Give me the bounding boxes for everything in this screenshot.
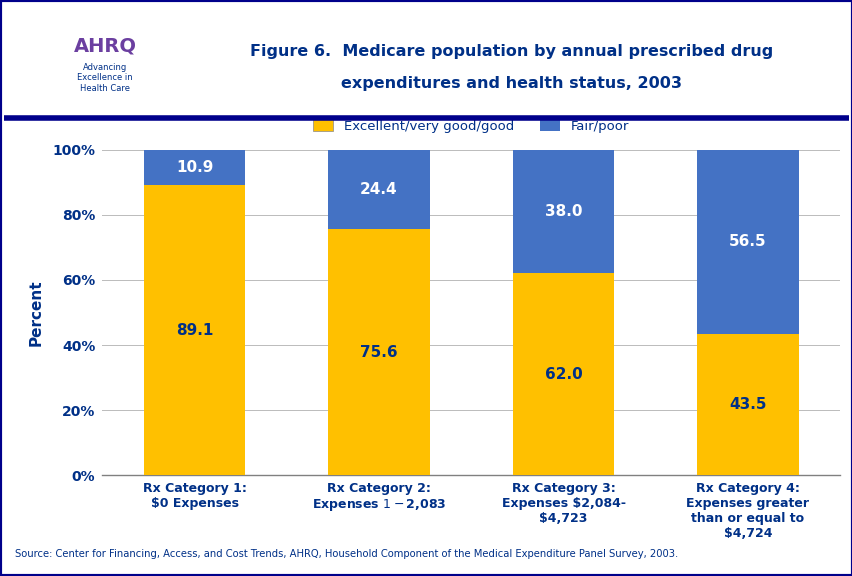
Text: 10.9: 10.9	[176, 160, 213, 175]
Bar	[144, 185, 245, 475]
Text: 75.6: 75.6	[360, 344, 397, 359]
Text: AHRQ: AHRQ	[73, 36, 136, 55]
Bar	[696, 150, 797, 334]
Text: Figure 6.  Medicare population by annual prescribed drug: Figure 6. Medicare population by annual …	[250, 44, 773, 59]
Text: 89.1: 89.1	[176, 323, 213, 338]
Text: 38.0: 38.0	[544, 204, 582, 219]
Text: 43.5: 43.5	[728, 397, 766, 412]
Text: expenditures and health status, 2003: expenditures and health status, 2003	[341, 76, 682, 91]
Bar	[512, 150, 613, 274]
Bar	[696, 334, 797, 475]
Bar	[328, 150, 429, 229]
Bar	[144, 150, 245, 185]
Text: 56.5: 56.5	[728, 234, 766, 249]
Text: Advancing
Excellence in
Health Care: Advancing Excellence in Health Care	[78, 63, 133, 93]
Y-axis label: Percent: Percent	[29, 279, 44, 346]
Bar	[512, 274, 613, 475]
Text: 24.4: 24.4	[360, 182, 397, 197]
Bar	[328, 229, 429, 475]
Legend: Excellent/very good/good, Fair/poor: Excellent/very good/good, Fair/poor	[308, 114, 634, 138]
Text: Source: Center for Financing, Access, and Cost Trends, AHRQ, Household Component: Source: Center for Financing, Access, an…	[15, 549, 678, 559]
Text: 62.0: 62.0	[544, 367, 582, 382]
